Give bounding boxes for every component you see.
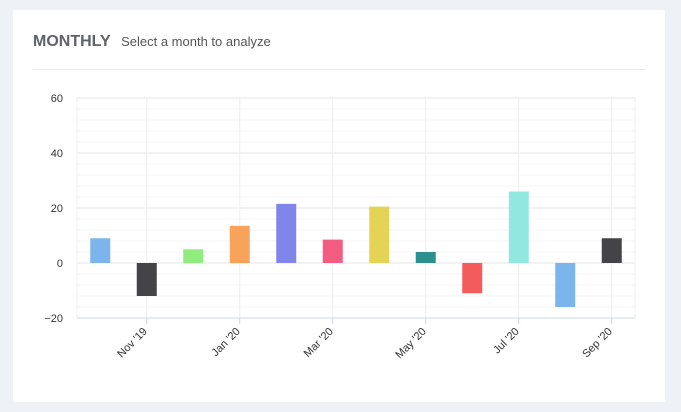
chart-subtitle: Select a month to analyze <box>121 34 271 49</box>
bar-dec-19 <box>183 249 204 263</box>
bar-sep-20 <box>601 238 622 263</box>
x-tick-label: Nov '19 <box>115 326 150 361</box>
x-tick-label: Jan '20 <box>210 326 243 359</box>
chart-card: MONTHLY Select a month to analyze −20 0 20… <box>13 10 665 402</box>
x-tick-label: Jul '20 <box>491 326 522 357</box>
x-tick-label: Mar '20 <box>302 326 336 360</box>
bar-mar-20 <box>322 239 343 263</box>
header-divider <box>33 69 645 70</box>
bar-oct-19 <box>90 238 111 263</box>
bar-apr-20 <box>369 206 390 263</box>
y-tick-label: 0 <box>57 258 63 270</box>
bar-jul-20 <box>508 191 529 263</box>
bar-may-20 <box>415 252 436 263</box>
bar-aug-20 <box>555 263 576 307</box>
chart-title: MONTHLY <box>33 33 111 50</box>
y-tick-label: 40 <box>51 148 63 160</box>
y-tick-label: −20 <box>44 313 63 325</box>
y-tick-label: 60 <box>51 93 63 105</box>
monthly-bar-chart: −20 0 20 40 60 Nov '19 Jan '20 Mar '20 May '20 Ju… <box>44 93 636 361</box>
x-tick-label: May '20 <box>393 326 428 361</box>
bar-feb-20 <box>276 203 297 263</box>
bar-jan-20 <box>229 225 250 263</box>
bar-jun-20 <box>462 263 483 294</box>
x-tick-label: Sep '20 <box>580 326 615 361</box>
chart-header: MONTHLY Select a month to analyze <box>33 33 645 51</box>
bar-nov-19 <box>136 263 157 296</box>
y-tick-label: 20 <box>51 203 63 215</box>
